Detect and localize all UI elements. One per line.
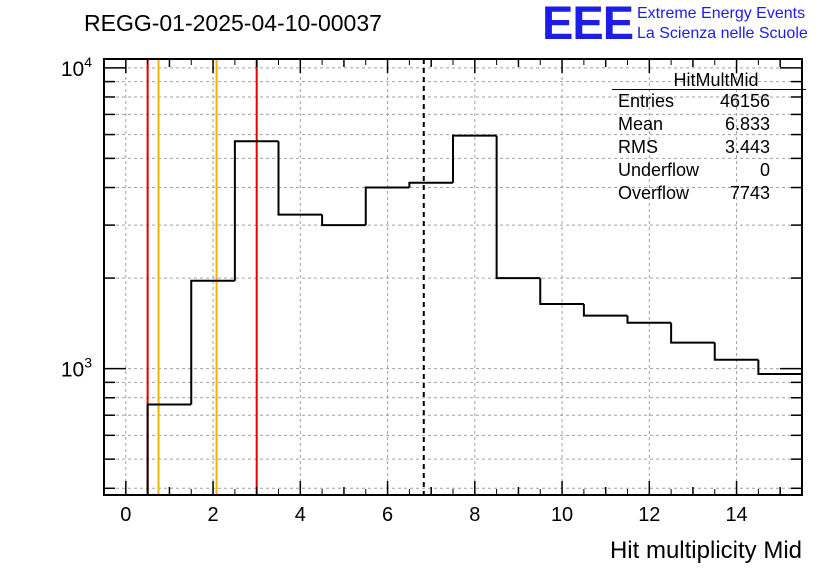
- run-title: REGG-01-2025-04-10-00037: [84, 10, 382, 36]
- stats-label: Underflow: [618, 160, 700, 180]
- histogram-bin: [190, 279, 235, 405]
- histogram-bin: [364, 186, 410, 226]
- x-tick-label: 8: [469, 504, 480, 526]
- histogram-bin: [277, 141, 323, 216]
- stats-box: HitMultMid Entries 46156 Mean 6.833 RMS …: [612, 70, 806, 205]
- histogram-bin: [713, 342, 759, 361]
- x-tick-label: 10: [551, 504, 573, 526]
- logo-line-2: La Scienza nelle Scuole: [637, 25, 808, 42]
- stats-row-entries: Entries 46156: [612, 90, 806, 113]
- stats-row-rms: RMS 3.443: [612, 136, 806, 159]
- histogram-bin: [582, 303, 628, 317]
- x-tick-label: 12: [638, 504, 660, 526]
- histogram-bin: [495, 135, 541, 280]
- x-tick-label: 0: [120, 504, 131, 526]
- stats-value: 7743: [729, 183, 770, 203]
- histogram-bin: [539, 278, 584, 305]
- x-tick-label: 2: [208, 504, 219, 526]
- stats-value: 3.443: [724, 137, 770, 157]
- histogram-bin: [670, 322, 715, 344]
- x-tick-label: 14: [725, 504, 747, 526]
- stats-label: Mean: [618, 114, 664, 134]
- stats-value: 46156: [719, 91, 770, 111]
- histogram-bin: [321, 214, 366, 227]
- x-axis-title: Hit multiplicity Mid: [610, 537, 802, 564]
- y-tick-label: 104: [61, 54, 92, 81]
- logo-line-1: Extreme Energy Events: [637, 5, 806, 22]
- stats-value: 6.833: [724, 114, 770, 134]
- axis-ticks: [104, 59, 802, 495]
- logo-mark: EEE: [542, 0, 634, 49]
- histogram-bin: [452, 134, 497, 183]
- stats-row-overflow: Overflow 7743: [612, 182, 806, 205]
- axis-labels: 0 2 4 6 8 10 12 14 103 104 Hit multiplicity Mid: [61, 54, 802, 564]
- histogram-bin: [757, 359, 802, 375]
- y-tick-label: 103: [61, 355, 92, 382]
- histogram-bin: [146, 403, 192, 495]
- stats-label: Entries: [618, 91, 675, 111]
- stats-row-underflow: Underflow 0: [612, 159, 806, 182]
- stats-label: Overflow: [618, 183, 690, 203]
- stats-title: HitMultMid: [612, 70, 806, 90]
- x-tick-label: 6: [382, 504, 393, 526]
- stats-row-mean: Mean 6.833: [612, 113, 806, 136]
- histogram-bin: [408, 181, 453, 188]
- x-tick-label: 4: [295, 504, 306, 526]
- histogram-bin: [626, 315, 672, 324]
- stats-value: 0: [759, 160, 770, 180]
- reference-lines: [146, 59, 425, 495]
- histogram-bin: [233, 140, 279, 281]
- stats-label: RMS: [618, 137, 658, 157]
